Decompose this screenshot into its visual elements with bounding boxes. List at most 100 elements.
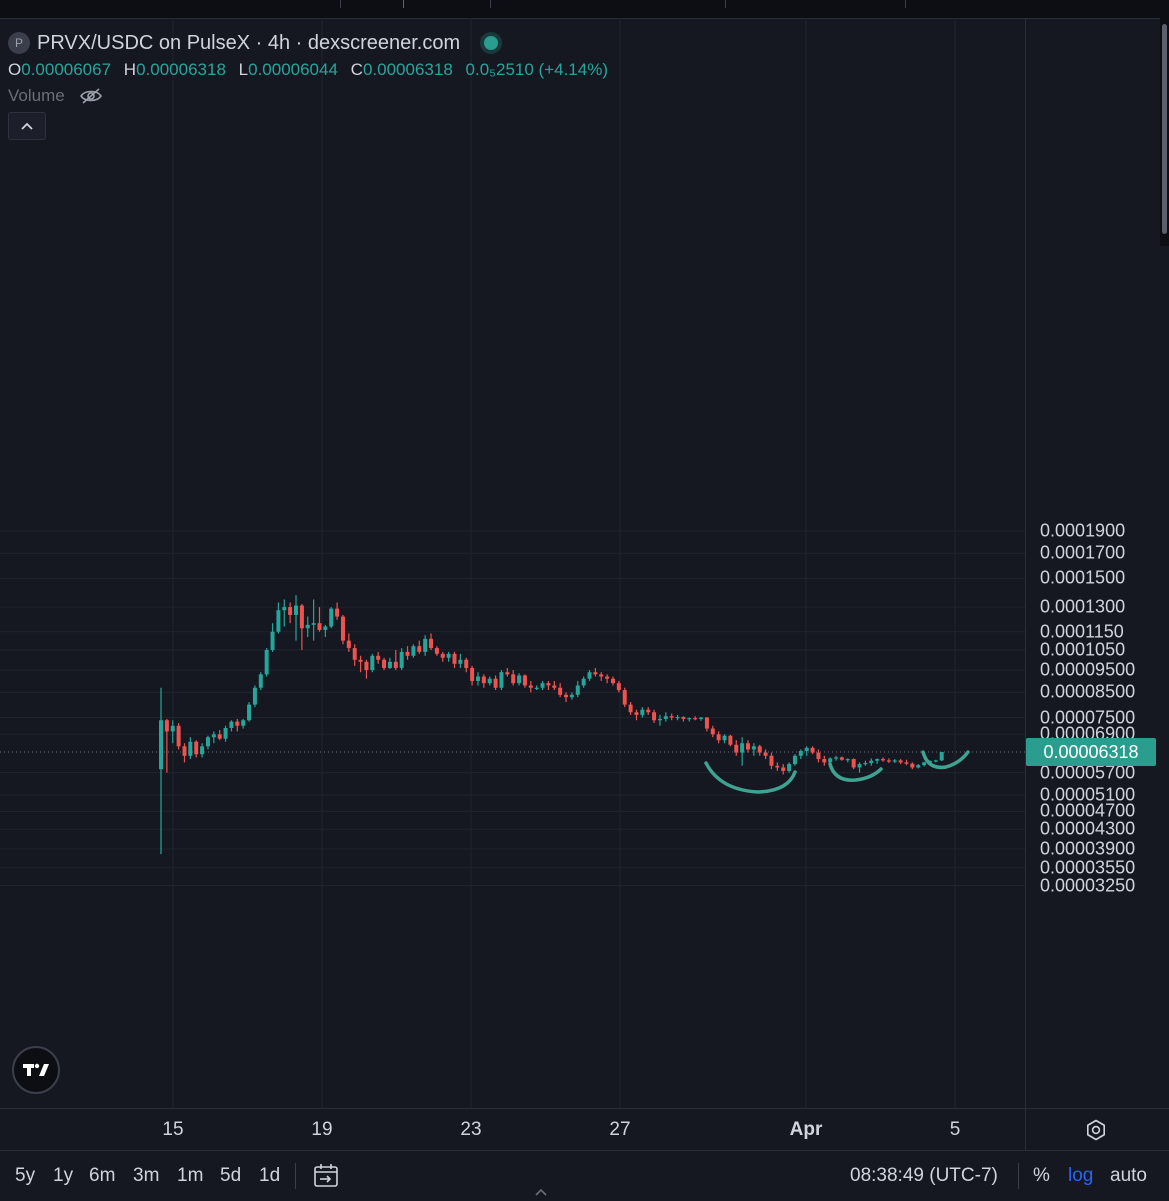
candle-body-down — [481, 676, 486, 684]
candle-body-up — [869, 760, 874, 764]
candle-body-down — [452, 653, 457, 664]
candle-body-up — [581, 678, 586, 686]
chevron-up-small-icon[interactable] — [533, 1185, 549, 1199]
collapse-legend-button[interactable] — [8, 112, 46, 140]
volume-indicator-row[interactable]: Volume — [8, 86, 616, 106]
toolbar-active-marker — [403, 0, 404, 8]
candle-body-down — [628, 704, 633, 713]
candle-body-down — [493, 678, 498, 688]
low-value: 0.00006044 — [248, 60, 338, 79]
candle-body-down — [769, 755, 774, 766]
candle-body-up — [264, 649, 269, 675]
candle-body-down — [728, 735, 733, 745]
candle-body-down — [757, 746, 762, 753]
candle-body-up — [329, 608, 334, 627]
candle-body-up — [675, 717, 680, 719]
range-5d-button[interactable]: 5d — [220, 1165, 242, 1186]
price-axis-label: 0.00009500 — [1040, 659, 1136, 680]
symbol-title[interactable]: PRVX/USDC on PulseX · 4h · dexscreener.c… — [37, 31, 461, 54]
candle-body-down — [763, 752, 768, 756]
log-scale-toggle[interactable]: log — [1068, 1165, 1094, 1186]
candle-body-down — [904, 762, 909, 764]
chart-pane[interactable] — [0, 18, 1025, 1108]
candle-body-up — [270, 631, 275, 650]
range-3m-button[interactable]: 3m — [133, 1165, 160, 1186]
candle-body-up — [922, 762, 927, 766]
price-axis-label: 0.00003550 — [1040, 857, 1136, 878]
tradingview-logo[interactable] — [12, 1046, 60, 1094]
range-1d-button[interactable]: 1d — [259, 1165, 281, 1186]
candle-body-up — [792, 755, 797, 765]
candle-body-up — [188, 741, 193, 756]
range-5y-button[interactable]: 5y — [15, 1165, 36, 1186]
candle-body-up — [211, 734, 216, 738]
price-axis-label: 0.00008500 — [1040, 681, 1136, 702]
clock-timezone[interactable]: 08:38:49 (UTC-7) — [850, 1165, 998, 1186]
price-axis-label: 0.0001900 — [1040, 520, 1126, 541]
candle-body-up — [170, 725, 175, 732]
price-axis[interactable]: 0.0001900 0.0001700 0.0001500 0.0001300 0.00… — [1025, 18, 1161, 1108]
candle-body-down — [839, 757, 844, 760]
candle-body-down — [646, 709, 651, 713]
range-1y-button[interactable]: 1y — [53, 1165, 74, 1186]
candle-body-down — [429, 638, 434, 649]
range-6m-button[interactable]: 6m — [89, 1165, 116, 1186]
candle-body-up — [787, 764, 792, 771]
candle-body-down — [622, 690, 627, 705]
candle-body-up — [411, 646, 416, 656]
toolbar-divider — [490, 0, 491, 8]
settings-icon[interactable] — [1084, 1118, 1108, 1142]
range-1m-button[interactable]: 1m — [177, 1165, 204, 1186]
candle-body-down — [746, 743, 750, 750]
candle-body-down — [558, 687, 563, 695]
candle-body-up — [875, 759, 880, 761]
toolbar-divider — [1018, 1163, 1019, 1189]
eye-hidden-icon[interactable] — [79, 86, 103, 106]
percent-scale-toggle[interactable]: % — [1033, 1165, 1050, 1186]
candle-body-down — [194, 741, 199, 755]
candle-body-down — [340, 616, 345, 641]
annotation-arc-3 — [921, 750, 970, 770]
candle-body-up — [828, 758, 833, 763]
auto-scale-toggle[interactable]: auto — [1110, 1165, 1147, 1186]
current-price-tag: 0.00006318 — [1026, 738, 1156, 766]
candle-body-down — [346, 640, 351, 649]
candle-body-up — [205, 737, 210, 747]
candle-body-down — [528, 685, 533, 688]
candle-body-up — [258, 674, 263, 688]
candle-body-down — [288, 607, 293, 615]
candle-body-down — [881, 759, 886, 761]
candle-body-up — [223, 728, 228, 739]
legend-title-row: P PRVX/USDC on PulseX · 4h · dexscreener… — [8, 30, 616, 56]
chart-settings-cell[interactable] — [1025, 1108, 1169, 1151]
scrollbar-thumb[interactable] — [1162, 24, 1167, 234]
price-axis-label: 0.0001500 — [1040, 567, 1126, 588]
candle-body-down — [716, 734, 721, 741]
time-axis[interactable]: 15 19 23 27 Apr 5 — [0, 1108, 1025, 1151]
scrollbar[interactable] — [1160, 18, 1169, 246]
candle-body-down — [681, 717, 686, 719]
time-axis-label: 5 — [949, 1119, 961, 1140]
volume-label[interactable]: Volume — [8, 86, 65, 105]
symbol-badge[interactable]: P — [8, 32, 30, 54]
chart-legend: P PRVX/USDC on PulseX · 4h · dexscreener… — [8, 30, 616, 140]
candle-body-up — [916, 765, 921, 768]
candle-body-up — [252, 687, 257, 705]
calendar-goto-icon[interactable] — [312, 1162, 340, 1190]
candle-body-up — [370, 655, 375, 671]
chevron-up-icon — [21, 122, 33, 130]
candle-body-down — [405, 651, 410, 656]
candle-body-up — [892, 760, 897, 762]
time-axis-label: Apr — [789, 1119, 823, 1140]
candle-body-up — [475, 676, 480, 681]
tradingview-logo-icon — [23, 1063, 49, 1076]
candle-body-up — [933, 760, 938, 762]
candle-body-down — [182, 746, 187, 756]
candle-body-up — [229, 721, 234, 729]
candle-body-up — [499, 672, 504, 688]
candle-body-up — [569, 694, 574, 698]
candle-body-down — [564, 694, 569, 698]
candlestick-chart[interactable] — [0, 18, 1025, 1108]
candle-body-down — [652, 712, 657, 721]
candle-body-down — [610, 678, 615, 684]
